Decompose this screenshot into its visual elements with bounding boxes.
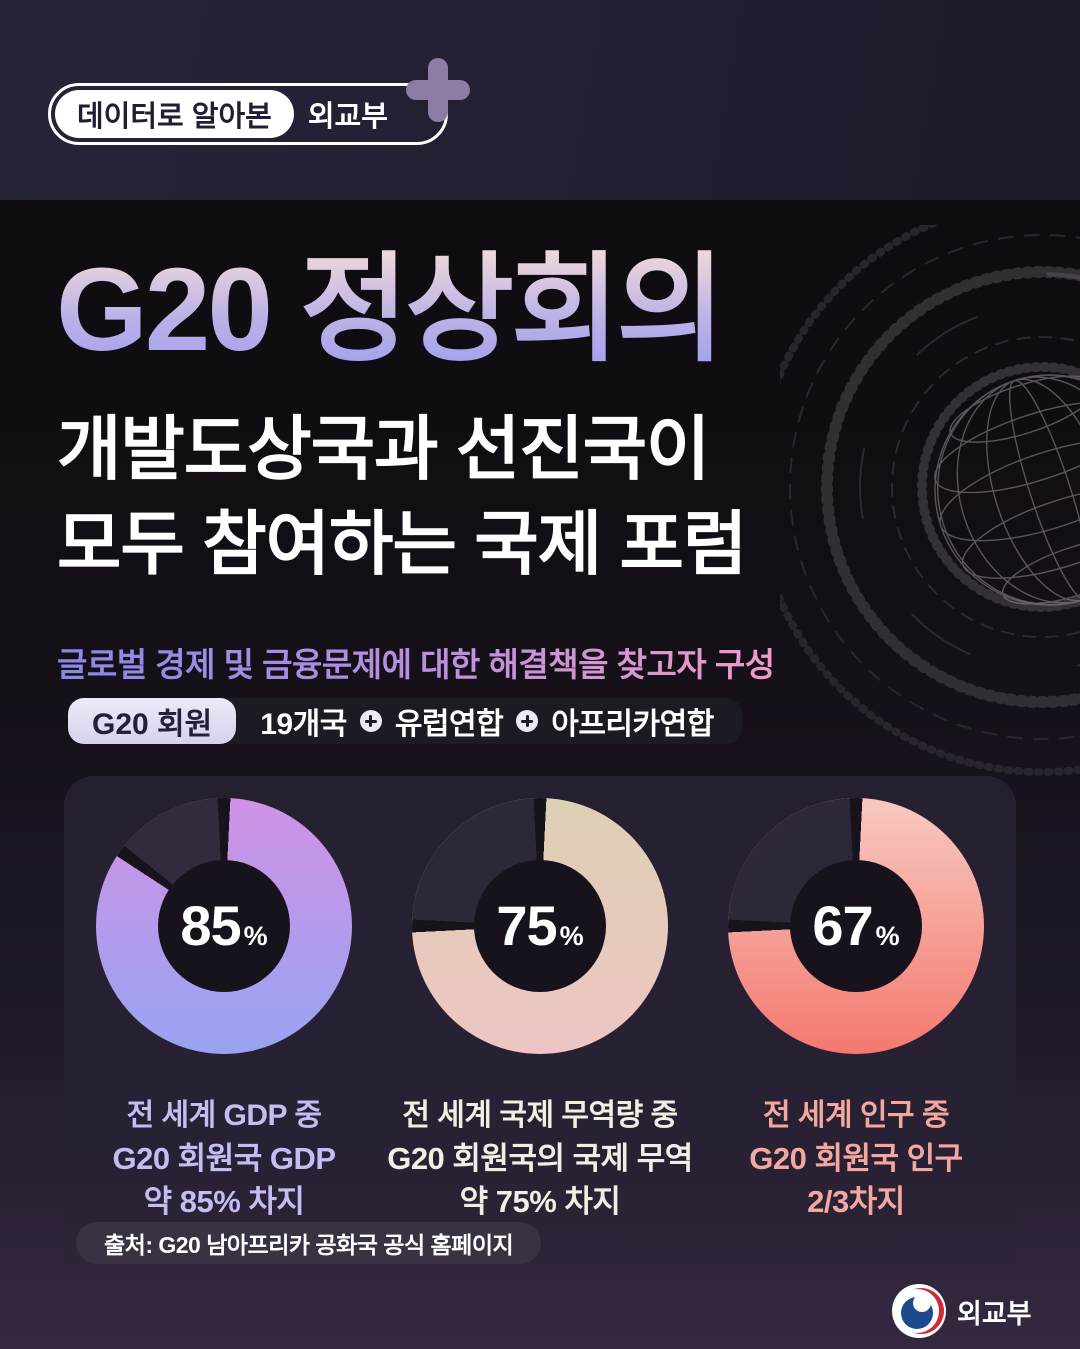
caption-line: G20 회원국 인구 (749, 1141, 963, 1176)
membership-list: 19개국 유럽연합 아프리카연합 (260, 699, 714, 743)
percent-label: 67 % (812, 860, 899, 992)
membership-item: 아프리카연합 (551, 708, 714, 741)
globe-decoration (780, 225, 1080, 776)
footer-brand-label: 외교부 (957, 1298, 1032, 1329)
caption-line: 전 세계 GDP 중 (126, 1099, 322, 1132)
percent-unit: % (243, 921, 268, 951)
brand-badge-suffix: 외교부 (307, 101, 388, 133)
membership-item: 유럽연합 (394, 708, 504, 741)
donut: 75 % (412, 798, 668, 1054)
donut-hole: 85 % (158, 860, 290, 992)
chart-caption: 전 세계 GDP 중 G20 회원국 GDP 약 85% 차지 (112, 1094, 336, 1223)
subtitle: 글로벌 경제 및 금융문제에 대한 해결책을 찾고자 구성 (57, 638, 775, 686)
top-band: 데이터로 알아본 외교부 (0, 0, 1080, 200)
caption-line: 약 85% 차지 (143, 1184, 305, 1219)
percent-unit: % (559, 921, 584, 951)
plus-circle-icon (516, 710, 539, 732)
caption-line: G20 회원국의 국제 무역 (387, 1141, 693, 1176)
membership-badge: G20 회원 (68, 698, 237, 744)
percent-unit: % (875, 921, 900, 951)
caption-line: 2/3차지 (807, 1184, 905, 1219)
percent-value: 67 (812, 894, 873, 957)
brand-badge: 데이터로 알아본 외교부 (48, 83, 448, 145)
percent-label: 85 % (180, 860, 267, 992)
page-title: G20 정상회의 (56, 244, 725, 376)
source-label: 출처: G20 남아프리카 공화국 공식 홈페이지 (104, 1232, 514, 1258)
plus-icon (406, 58, 470, 122)
donut-hole: 67 % (790, 860, 922, 992)
donut-chart-gdp: 85 % 전 세계 GDP 중 G20 회원국 GDP 약 85% 차지 (74, 798, 374, 1258)
percent-value: 85 (180, 894, 241, 957)
headline: 개발도상국과 선진국이 모두 참여하는 국제 포럼 (57, 402, 747, 592)
headline-line-2: 모두 참여하는 국제 포럼 (57, 505, 747, 583)
chart-caption: 전 세계 인구 중 G20 회원국 인구 2/3차지 (749, 1094, 963, 1223)
orbital-rings (780, 225, 1080, 776)
donut: 85 % (96, 798, 352, 1054)
mofa-taegeuk-icon (892, 1284, 946, 1338)
membership-row: G20 회원 19개국 유럽연합 아프리카연합 (68, 698, 742, 744)
brand-badge-pill: 데이터로 알아본 (55, 90, 294, 138)
donut-chart-population: 67 % 전 세계 인구 중 G20 회원국 인구 2/3차지 (706, 798, 1006, 1258)
percent-label: 75 % (496, 860, 583, 992)
plus-circle-icon (359, 710, 382, 732)
caption-line: G20 회원국 GDP (112, 1141, 336, 1176)
membership-item: 19개국 (260, 708, 347, 741)
percent-value: 75 (496, 894, 557, 957)
stats-panel: 85 % 전 세계 GDP 중 G20 회원국 GDP 약 85% 차지 75 … (64, 776, 1016, 1280)
caption-line: 전 세계 국제 무역량 중 (402, 1099, 678, 1132)
chart-caption: 전 세계 국제 무역량 중 G20 회원국의 국제 무역 약 75% 차지 (387, 1094, 693, 1223)
donut: 67 % (728, 798, 984, 1054)
caption-line: 약 75% 차지 (459, 1184, 621, 1219)
globe-wireframe-icon (934, 374, 1080, 606)
source-pill: 출처: G20 남아프리카 공화국 공식 홈페이지 (76, 1222, 542, 1264)
caption-line: 전 세계 인구 중 (762, 1099, 950, 1132)
footer-brand: 외교부 (892, 1284, 1032, 1338)
donut-hole: 75 % (474, 860, 606, 992)
donut-chart-trade: 75 % 전 세계 국제 무역량 중 G20 회원국의 국제 무역 약 75% … (387, 798, 693, 1258)
headline-line-1: 개발도상국과 선진국이 (57, 410, 710, 488)
